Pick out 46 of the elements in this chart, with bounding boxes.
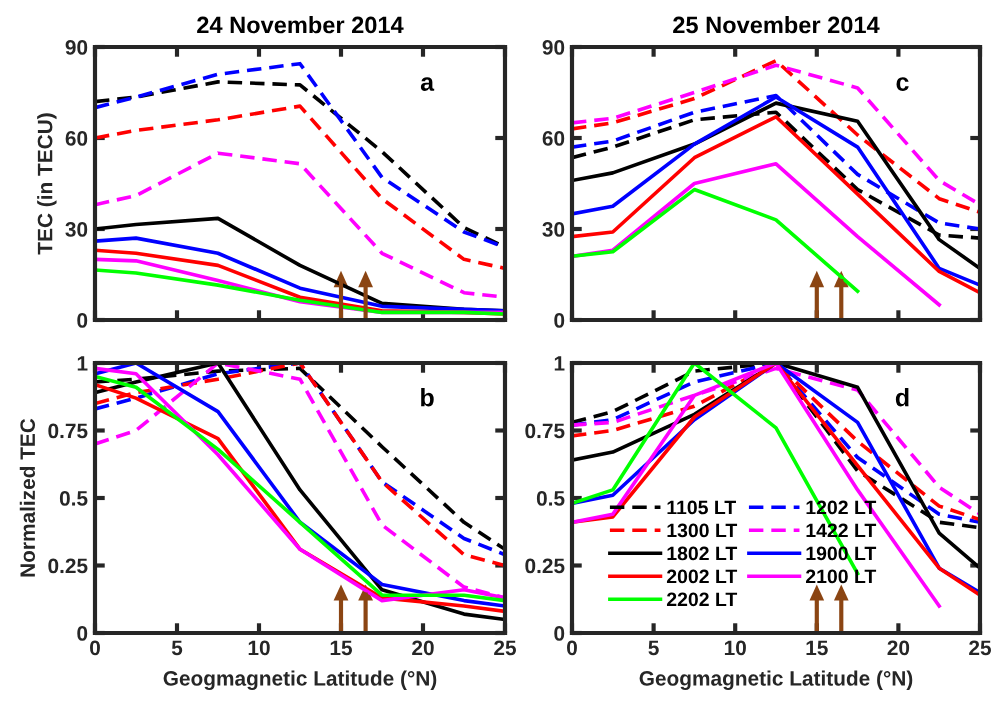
y-tick-label: 0.5: [536, 491, 565, 506]
y-tick-label: 1: [554, 356, 565, 371]
x-tick-label: 20: [412, 640, 434, 656]
x-tick-label: 25: [969, 640, 992, 656]
legend-label: 2202 LT: [666, 592, 738, 607]
x-tick-label: 15: [806, 640, 828, 656]
y-tick-label: 30: [65, 222, 88, 237]
chart-title: 25 November 2014: [673, 16, 880, 34]
x-tick-label: 10: [248, 640, 270, 656]
chart-title: 24 November 2014: [197, 16, 404, 34]
y-tick-label: 90: [65, 40, 88, 55]
x-tick-label: 25: [494, 640, 517, 656]
y-tick-label: 0.75: [48, 423, 88, 439]
y-tick-label: 0: [77, 313, 88, 328]
x-tick-label: 0: [90, 640, 100, 656]
y-tick-label: 0: [554, 313, 565, 328]
annotation: d: [895, 388, 909, 407]
x-axis-title: Geogmagnetic Latitude (°N): [163, 670, 437, 690]
y-tick-label: 0.25: [48, 558, 88, 574]
x-axis-title: Geogmagnetic Latitude (°N): [639, 670, 913, 690]
annotation: a: [420, 77, 435, 91]
legend-label: 2002 LT: [666, 569, 738, 584]
y-axis-title: Normalized TEC: [19, 418, 36, 577]
y-tick-label: 30: [542, 222, 565, 237]
y-tick-label: 1: [77, 356, 88, 371]
y-tick-label: 60: [542, 131, 565, 146]
x-tick-label: 5: [171, 640, 183, 656]
y-tick-label: 0.25: [525, 558, 565, 574]
legend-label: 2100 LT: [805, 569, 877, 584]
x-tick-label: 10: [724, 640, 746, 656]
y-tick-label: 60: [65, 131, 88, 146]
legend-label: 1105 LT: [667, 500, 736, 515]
y-tick-label: 0.75: [525, 423, 565, 439]
legend-label: 1300 LT: [667, 523, 738, 538]
y-tick-label: 0: [77, 626, 88, 641]
annotation: c: [896, 77, 909, 91]
y-tick-label: 90: [542, 40, 565, 55]
x-tick-label: 5: [648, 640, 659, 656]
y-axis-title: TEC (in TECU): [37, 113, 57, 255]
x-tick-label: 20: [887, 640, 910, 656]
x-tick-label: 15: [330, 640, 353, 656]
x-tick-label: 0: [567, 640, 577, 656]
annotation: b: [421, 388, 434, 407]
y-tick-label: 0: [554, 626, 565, 641]
y-tick-label: 0.5: [59, 491, 88, 506]
legend-label: 1802 LT: [667, 546, 738, 561]
